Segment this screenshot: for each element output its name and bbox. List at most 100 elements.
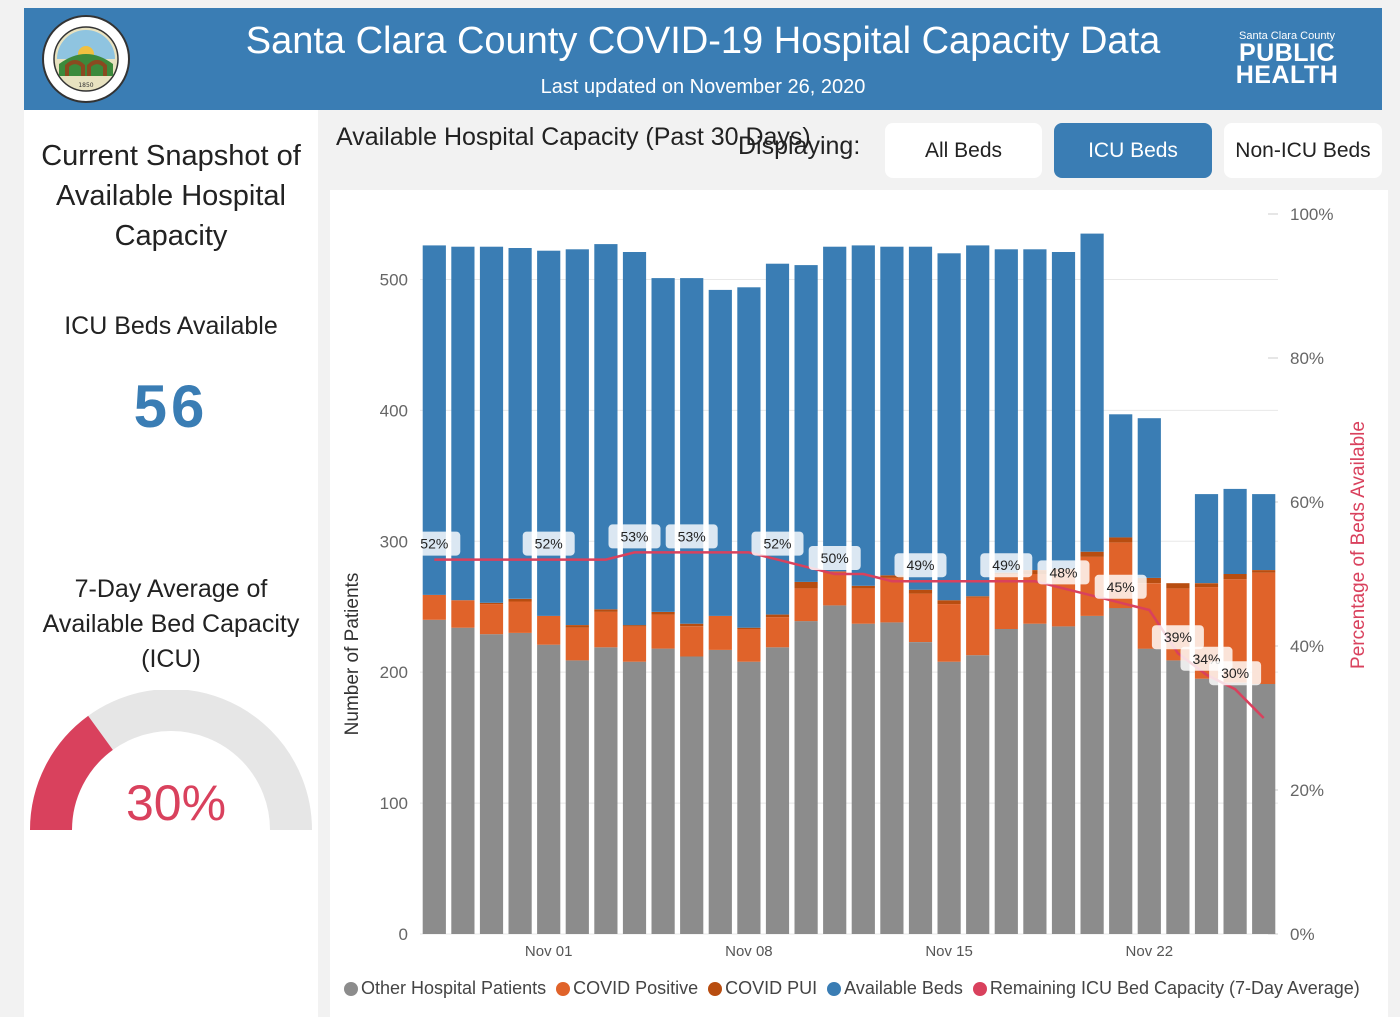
bar-available-beds-15 — [851, 245, 875, 586]
bar-other-hospital-patients-12 — [765, 647, 790, 934]
bar-available-beds-12 — [765, 263, 790, 615]
y2-tick-label: 80% — [1290, 349, 1324, 368]
bar-available-beds-29 — [1252, 494, 1276, 570]
bar-covid-positive-21 — [1023, 574, 1047, 624]
pct-label: 52% — [535, 536, 563, 552]
bar-other-hospital-patients-5 — [565, 660, 589, 934]
y2-tick-label: 20% — [1290, 781, 1324, 800]
last-updated-text: Last updated on November 26, 2020 — [540, 76, 866, 98]
bar-other-hospital-patients-6 — [594, 647, 618, 934]
pct-label-bg — [665, 524, 718, 549]
bar-other-hospital-patients-23 — [1080, 615, 1104, 934]
bar-covid-pui-13 — [794, 581, 818, 589]
bar-covid-pui-18 — [937, 600, 961, 605]
bar-covid-positive-9 — [680, 626, 704, 657]
y-tick-label: 500 — [380, 270, 408, 289]
legend-swatch-icon — [556, 981, 571, 996]
x-tick-label: Nov 01 — [525, 943, 573, 960]
legend-item[interactable]: Other Hospital Patients — [344, 978, 546, 999]
legend-item[interactable]: COVID PUI — [708, 978, 817, 999]
bar-covid-positive-1 — [451, 600, 475, 628]
seal-year: 1850 — [78, 82, 93, 89]
bar-covid-pui-5 — [565, 625, 589, 628]
chart-container: 0 100 200 300 400 500 0% 20% 40% 60% 80% 100% Number… — [330, 190, 1388, 1017]
bar-available-beds-1 — [451, 246, 475, 601]
bar-covid-pui-27 — [1194, 583, 1219, 588]
pct-label: 48% — [1049, 564, 1077, 580]
bar-covid-pui-29 — [1252, 570, 1276, 573]
legend-swatch-icon — [827, 981, 842, 996]
bar-available-beds-27 — [1194, 494, 1219, 584]
chart-panel: Available Hospital Capacity (Past 30 Day… — [318, 110, 1400, 1017]
bar-covid-positive-11 — [737, 629, 761, 662]
bar-covid-pui-21 — [1023, 570, 1047, 574]
pct-label-bg — [408, 531, 461, 556]
legend-label: COVID PUI — [725, 978, 818, 998]
page-title: Santa Clara County COVID-19 Hospital Cap… — [245, 20, 1161, 62]
bar-available-beds-25 — [1137, 418, 1161, 578]
legend-item[interactable]: COVID Positive — [556, 978, 698, 999]
y-axis-title: Number of Patients — [342, 573, 363, 736]
non-icu-beds-button[interactable]: Non-ICU Beds — [1224, 123, 1382, 178]
bar-other-hospital-patients-22 — [1051, 626, 1076, 934]
bar-covid-positive-14 — [823, 571, 847, 606]
bar-available-beds-16 — [880, 246, 904, 576]
x-tick-label: Nov 15 — [925, 943, 973, 960]
bar-other-hospital-patients-28 — [1223, 682, 1247, 934]
x-tick-label: Nov 22 — [1126, 943, 1174, 960]
bar-available-beds-14 — [823, 246, 847, 572]
legend-item[interactable]: Remaining ICU Bed Capacity (7-Day Averag… — [972, 978, 1360, 999]
bar-available-beds-6 — [594, 244, 618, 610]
pct-label: 52% — [420, 536, 448, 552]
bar-available-beds-2 — [479, 246, 504, 603]
y2-tick-label: 0% — [1290, 925, 1315, 944]
pct-label-bg — [1209, 661, 1262, 686]
bar-available-beds-22 — [1051, 252, 1076, 569]
pct-label: 30% — [1221, 665, 1249, 681]
pct-label-bg — [751, 531, 804, 556]
bar-available-beds-0 — [422, 245, 446, 595]
public-health-logo: Santa Clara County PUBLIC HEALTH — [1232, 30, 1342, 89]
bar-covid-pui-11 — [737, 627, 761, 629]
pct-label: 39% — [1164, 629, 1192, 645]
bar-covid-pui-16 — [880, 575, 904, 578]
bar-other-hospital-patients-2 — [479, 634, 504, 934]
bar-covid-pui-7 — [622, 625, 647, 627]
bar-covid-pui-25 — [1137, 577, 1161, 584]
bar-covid-pui-3 — [508, 598, 532, 602]
bar-available-beds-19 — [966, 245, 990, 597]
bar-covid-pui-15 — [851, 585, 875, 589]
bar-other-hospital-patients-24 — [1109, 608, 1133, 934]
bar-covid-positive-2 — [479, 604, 504, 635]
capacity-gauge — [30, 690, 312, 831]
bar-other-hospital-patients-9 — [680, 656, 704, 934]
bar-other-hospital-patients-13 — [794, 621, 818, 934]
bar-other-hospital-patients-1 — [451, 627, 475, 934]
bar-covid-positive-0 — [422, 594, 446, 620]
bar-covid-positive-17 — [908, 593, 933, 642]
bar-covid-positive-16 — [880, 577, 904, 623]
bar-available-beds-13 — [794, 265, 818, 582]
bar-other-hospital-patients-27 — [1194, 678, 1219, 934]
pct-label-bg — [1094, 574, 1147, 599]
snapshot-panel: Current Snapshot of Available Hospital C… — [24, 110, 318, 1017]
bar-covid-pui-23 — [1080, 551, 1104, 557]
bar-covid-positive-13 — [794, 588, 818, 622]
bar-covid-pui-17 — [908, 589, 933, 594]
bar-other-hospital-patients-0 — [422, 619, 446, 934]
bar-available-beds-24 — [1109, 414, 1133, 538]
bar-covid-positive-8 — [651, 614, 675, 649]
all-beds-button[interactable]: All Beds — [885, 123, 1042, 178]
legend-label: Available Beds — [844, 978, 963, 998]
capacity-7day-line — [434, 551, 1265, 719]
bar-covid-positive-6 — [594, 612, 618, 648]
icu-beds-button[interactable]: ICU Beds — [1054, 123, 1212, 178]
icu-beds-value: 56 — [133, 373, 209, 440]
bar-other-hospital-patients-18 — [937, 661, 961, 934]
chart-legend: Other Hospital Patients COVID Positive COV… — [344, 978, 1360, 999]
legend-item[interactable]: Available Beds — [827, 978, 963, 999]
logo-main-text: PUBLIC HEALTH — [1235, 39, 1339, 89]
bar-covid-pui-8 — [651, 612, 675, 615]
bar-covid-positive-12 — [765, 617, 790, 648]
